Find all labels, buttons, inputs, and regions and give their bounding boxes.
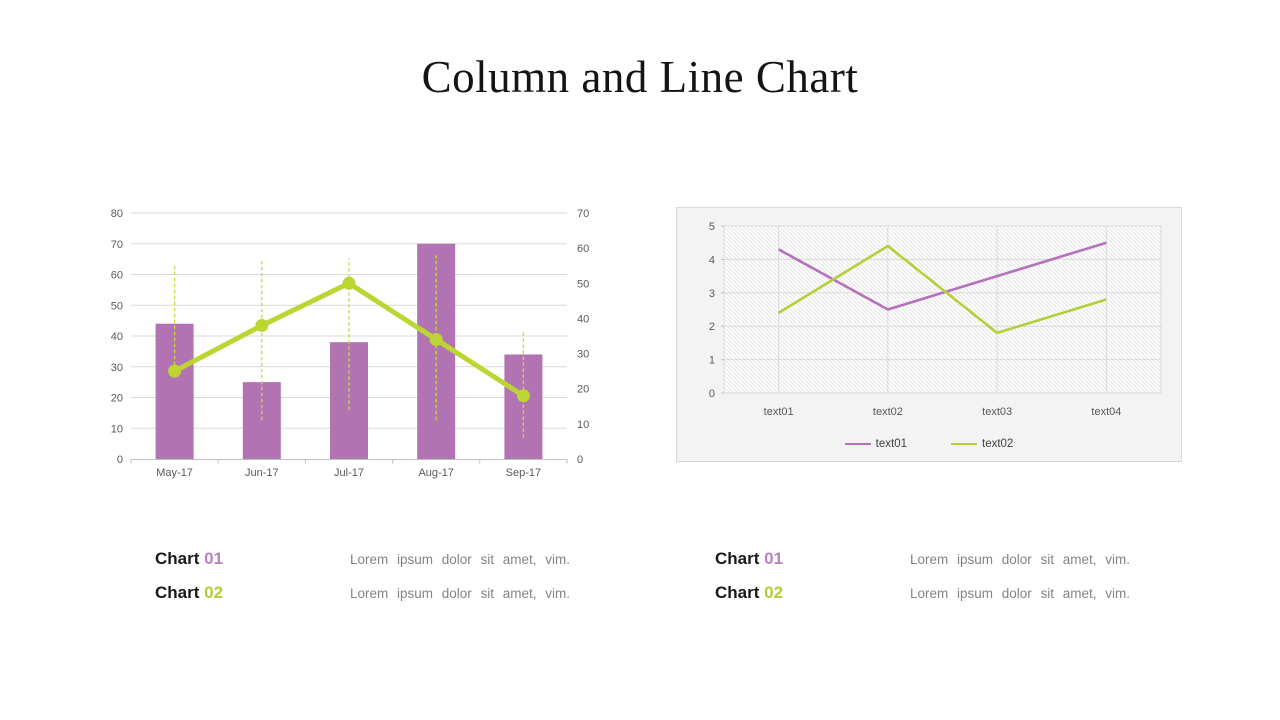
caption-description: Lorem ipsum dolor sit amet, vim. bbox=[350, 552, 571, 567]
caption-word: Chart bbox=[155, 583, 200, 602]
slide-title: Column and Line Chart bbox=[421, 52, 859, 102]
caption-column-left: Chart 01 Lorem ipsum dolor sit amet, vim… bbox=[155, 549, 635, 617]
svg-text:Sep-17: Sep-17 bbox=[506, 467, 541, 479]
svg-text:70: 70 bbox=[577, 208, 589, 220]
svg-text:10: 10 bbox=[577, 419, 589, 431]
legend-label: text02 bbox=[982, 438, 1014, 450]
svg-text:20: 20 bbox=[111, 393, 123, 405]
svg-text:80: 80 bbox=[111, 208, 123, 220]
svg-text:2: 2 bbox=[709, 321, 715, 333]
svg-text:May-17: May-17 bbox=[156, 467, 193, 479]
caption-number: 02 bbox=[204, 583, 224, 602]
caption-description: Lorem ipsum dolor sit amet, vim. bbox=[350, 586, 571, 601]
svg-text:30: 30 bbox=[111, 362, 123, 374]
svg-text:4: 4 bbox=[709, 254, 715, 266]
svg-text:Jul-17: Jul-17 bbox=[334, 467, 364, 479]
svg-text:5: 5 bbox=[709, 221, 715, 233]
legend-item-text02: text02 bbox=[951, 438, 1013, 450]
legend-label: text01 bbox=[875, 438, 907, 450]
svg-text:40: 40 bbox=[111, 331, 123, 343]
svg-text:0: 0 bbox=[577, 454, 583, 466]
caption-description: Lorem ipsum dolor sit amet, vim. bbox=[910, 552, 1131, 567]
chart-legend: text01 text02 bbox=[677, 436, 1181, 452]
svg-text:50: 50 bbox=[577, 278, 589, 290]
caption-word: Chart bbox=[715, 583, 760, 602]
combo-chart-svg: 0 10 20 30 40 50 60 70 80 0 10 20 30 40 50 60 70 May-17 Ju… bbox=[111, 208, 590, 479]
svg-text:10: 10 bbox=[111, 423, 123, 435]
combo-column-line-chart: 0 10 20 30 40 50 60 70 80 0 10 20 30 40 50 60 70 May-17 Ju… bbox=[73, 200, 618, 496]
line-chart-panel: 0 1 2 3 4 5 text01 text02 text03 text04 text01 te… bbox=[676, 207, 1182, 462]
svg-text:text02: text02 bbox=[873, 406, 903, 418]
svg-text:0: 0 bbox=[709, 388, 715, 400]
svg-text:70: 70 bbox=[111, 239, 123, 251]
legend-item-text01: text01 bbox=[844, 438, 907, 450]
svg-text:0: 0 bbox=[117, 454, 123, 466]
svg-text:50: 50 bbox=[111, 300, 123, 312]
svg-text:text03: text03 bbox=[982, 406, 1012, 418]
svg-text:60: 60 bbox=[111, 270, 123, 282]
caption-column-right: Chart 01 Lorem ipsum dolor sit amet, vim… bbox=[715, 549, 1195, 617]
svg-text:60: 60 bbox=[577, 243, 589, 255]
legend-line-swatch-purple bbox=[844, 443, 871, 445]
caption-title: Chart 02 bbox=[715, 583, 910, 603]
caption-description: Lorem ipsum dolor sit amet, vim. bbox=[910, 586, 1131, 601]
caption-row-chart02: Chart 02 Lorem ipsum dolor sit amet, vim… bbox=[715, 583, 1195, 605]
svg-text:20: 20 bbox=[577, 384, 589, 396]
caption-row-chart01: Chart 01 Lorem ipsum dolor sit amet, vim… bbox=[155, 549, 635, 571]
caption-title: Chart 02 bbox=[155, 583, 350, 603]
svg-text:30: 30 bbox=[577, 349, 589, 361]
svg-text:text04: text04 bbox=[1091, 406, 1121, 418]
caption-number: 02 bbox=[764, 583, 784, 602]
caption-title: Chart 01 bbox=[155, 549, 350, 569]
caption-word: Chart bbox=[715, 549, 760, 568]
svg-text:Jun-17: Jun-17 bbox=[245, 467, 279, 479]
svg-text:text01: text01 bbox=[764, 406, 794, 418]
caption-row-chart01: Chart 01 Lorem ipsum dolor sit amet, vim… bbox=[715, 549, 1195, 571]
line-chart-svg: 0 1 2 3 4 5 text01 text02 text03 text04 bbox=[709, 221, 1162, 418]
caption-row-chart02: Chart 02 Lorem ipsum dolor sit amet, vim… bbox=[155, 583, 635, 605]
legend-line-swatch-green bbox=[951, 443, 977, 445]
caption-word: Chart bbox=[155, 549, 200, 568]
svg-text:1: 1 bbox=[709, 355, 715, 367]
svg-text:40: 40 bbox=[577, 313, 589, 325]
caption-number: 01 bbox=[764, 549, 784, 568]
svg-text:3: 3 bbox=[709, 288, 715, 300]
caption-number: 01 bbox=[204, 549, 224, 568]
caption-title: Chart 01 bbox=[715, 549, 910, 569]
svg-text:Aug-17: Aug-17 bbox=[418, 467, 453, 479]
